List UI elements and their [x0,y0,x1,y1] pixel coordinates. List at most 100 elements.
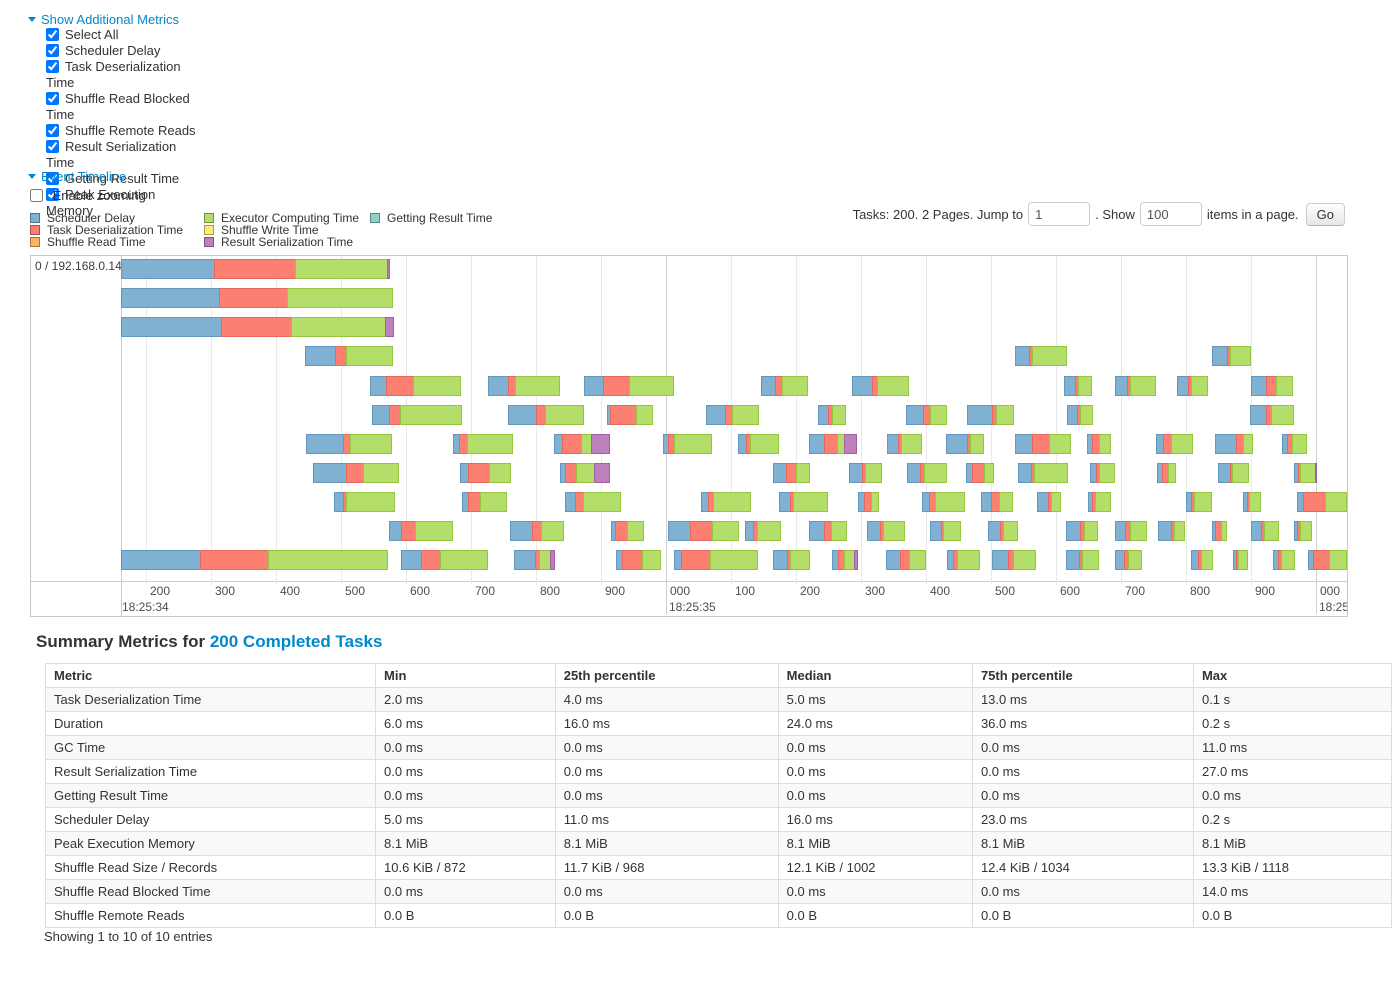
timeline-task-bar[interactable] [1243,492,1261,512]
timeline-task-bar[interactable] [1157,463,1176,483]
timeline-task-bar[interactable] [967,405,1014,425]
timeline-task-bar[interactable] [1115,376,1156,396]
timeline-task-bar[interactable] [1177,376,1208,396]
timeline-task-bar[interactable] [616,550,661,570]
timeline-task-bar[interactable] [305,346,393,366]
metric-checkbox[interactable] [46,172,59,185]
metric-checkbox[interactable] [46,188,59,201]
timeline-task-bar[interactable] [1156,434,1193,454]
timeline-task-bar[interactable] [706,405,759,425]
timeline-task-bar[interactable] [1215,434,1253,454]
timeline-task-bar[interactable] [809,434,857,454]
timeline-task-bar[interactable] [1233,550,1248,570]
timeline-task-bar[interactable] [401,550,488,570]
metric-checkbox[interactable] [46,140,59,153]
timeline-task-bar[interactable] [334,492,395,512]
timeline-task-bar[interactable] [370,376,461,396]
timeline-task-bar[interactable] [453,434,513,454]
timeline-task-bar[interactable] [462,492,507,512]
timeline-task-bar[interactable] [701,492,751,512]
timeline-task-bar[interactable] [1191,550,1213,570]
timeline-task-bar[interactable] [1251,521,1279,541]
timeline-task-bar[interactable] [460,463,511,483]
timeline-task-bar[interactable] [389,521,453,541]
timeline-task-bar[interactable] [1018,463,1068,483]
timeline-task-bar[interactable] [1115,550,1142,570]
timeline-task-bar[interactable] [1066,521,1098,541]
timeline-task-bar[interactable] [832,550,858,570]
timeline-task-bar[interactable] [907,463,947,483]
show-additional-metrics-link[interactable]: Show Additional Metrics [28,12,179,27]
timeline-task-bar[interactable] [988,521,1018,541]
timeline-task-bar[interactable] [1090,463,1115,483]
timeline-task-bar[interactable] [867,521,905,541]
timeline-task-bar[interactable] [1273,550,1295,570]
timeline-task-bar[interactable] [1297,492,1347,512]
timeline-task-bar[interactable] [1212,521,1227,541]
timeline-task-bar[interactable] [773,550,810,570]
timeline-task-bar[interactable] [1212,346,1251,366]
timeline-task-bar[interactable] [852,376,909,396]
metric-checkbox[interactable] [46,124,59,137]
timeline-task-bar[interactable] [611,521,644,541]
timeline-task-bar[interactable] [1115,521,1147,541]
metric-checkbox[interactable] [46,92,59,105]
timeline-task-bar[interactable] [1037,492,1061,512]
timeline-task-bar[interactable] [121,259,390,279]
timeline-task-bar[interactable] [858,492,879,512]
timeline-task-bar[interactable] [1015,434,1071,454]
timeline-task-bar[interactable] [773,463,810,483]
timeline-task-bar[interactable] [121,317,394,337]
timeline-task-bar[interactable] [992,550,1036,570]
enable-zooming-checkbox[interactable] [30,189,43,202]
event-timeline-link[interactable]: Event Timeline [28,169,126,184]
timeline-task-bar[interactable] [745,521,781,541]
timeline-task-bar[interactable] [1218,463,1249,483]
timeline-task-bar[interactable] [906,405,947,425]
timeline-task-bar[interactable] [922,492,965,512]
metric-checkbox[interactable] [46,44,59,57]
timeline-task-bar[interactable] [1067,405,1093,425]
timeline-task-bar[interactable] [1250,405,1294,425]
timeline-task-bar[interactable] [966,463,994,483]
timeline-task-bar[interactable] [947,550,980,570]
timeline-task-bar[interactable] [514,550,555,570]
timeline-task-bar[interactable] [1251,376,1293,396]
timeline-task-bar[interactable] [560,463,610,483]
items-per-page-input[interactable] [1139,202,1202,226]
timeline-task-bar[interactable] [121,288,393,308]
timeline-task-bar[interactable] [584,376,674,396]
timeline-task-bar[interactable] [809,521,847,541]
go-button[interactable]: Go [1305,202,1345,226]
timeline-task-bar[interactable] [1088,492,1111,512]
timeline-task-bar[interactable] [1294,521,1312,541]
timeline-task-bar[interactable] [1015,346,1067,366]
timeline-task-bar[interactable] [306,434,392,454]
jump-to-page-input[interactable] [1028,202,1091,226]
timeline-task-bar[interactable] [1066,550,1099,570]
timeline-task-bar[interactable] [1186,492,1212,512]
timeline-task-bar[interactable] [674,550,758,570]
timeline-task-bar[interactable] [1282,434,1307,454]
timeline-task-bar[interactable] [565,492,621,512]
timeline-task-bar[interactable] [946,434,984,454]
timeline-task-bar[interactable] [554,434,610,454]
timeline-task-bar[interactable] [488,376,560,396]
completed-tasks-link[interactable]: 200 Completed Tasks [209,632,383,651]
timeline-task-bar[interactable] [1294,463,1317,483]
timeline-task-bar[interactable] [887,434,922,454]
timeline-task-bar[interactable] [510,521,564,541]
timeline-task-bar[interactable] [779,492,828,512]
timeline-task-bar[interactable] [886,550,926,570]
metric-checkbox[interactable] [46,60,59,73]
timeline-task-bar[interactable] [818,405,846,425]
timeline-task-bar[interactable] [761,376,808,396]
timeline-task-bar[interactable] [372,405,462,425]
timeline-task-bar[interactable] [849,463,882,483]
timeline-task-bar[interactable] [1158,521,1185,541]
timeline-task-bar[interactable] [663,434,712,454]
timeline-task-bar[interactable] [930,521,961,541]
metric-checkbox[interactable] [46,28,59,41]
timeline-task-bar[interactable] [738,434,779,454]
timeline-task-bar[interactable] [1064,376,1092,396]
